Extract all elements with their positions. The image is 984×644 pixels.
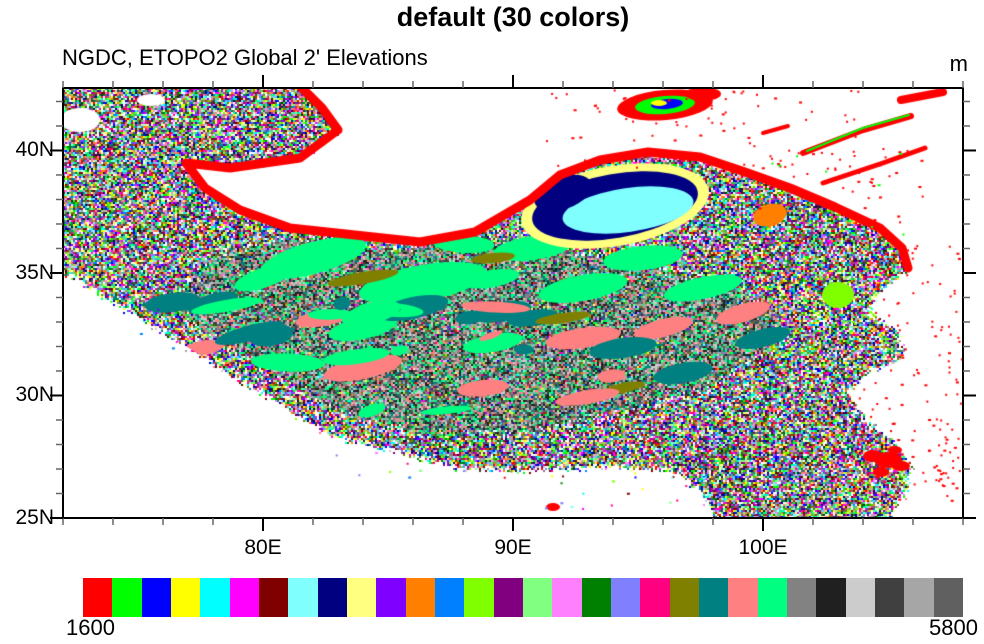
colorbar-swatch: [640, 578, 670, 617]
colorbar-swatch: [786, 578, 817, 617]
colorbar-swatch: [816, 578, 846, 617]
colorbar-swatch: [346, 578, 377, 617]
colorbar-swatch: [698, 578, 729, 617]
lat-tick-label: 35N: [15, 260, 54, 284]
colorbar-swatch: [904, 578, 934, 617]
lat-tick-label: 25N: [15, 506, 54, 529]
colorbar-swatch: [610, 578, 641, 617]
elevation-map-canvas: [63, 88, 963, 518]
colorbar-swatch: [845, 578, 875, 617]
colorbar-swatch: [552, 578, 582, 617]
colorbar-swatch: [405, 578, 435, 617]
colorbar-swatch: [728, 578, 758, 617]
colorbar-swatch: [933, 578, 963, 617]
colorbar-swatch: [522, 578, 553, 617]
colorbar-min-label: 1600: [66, 615, 115, 640]
colorbar-swatch: [464, 578, 494, 617]
lat-tick-label: 30N: [15, 383, 54, 407]
plot-title: default (30 colors): [396, 2, 630, 32]
colorbar-swatch: [317, 578, 347, 617]
colorbar-swatch: [669, 578, 699, 617]
colorbar-swatch: [112, 578, 142, 617]
lat-tick-label: 40N: [15, 138, 54, 162]
colorbar-swatch: [170, 578, 201, 617]
colorbar: [83, 578, 963, 617]
colorbar-swatch: [493, 578, 523, 617]
colorbar-swatch: [258, 578, 289, 617]
colorbar-swatch: [200, 578, 230, 617]
colorbar-swatch: [874, 578, 905, 617]
unit-label: m: [949, 51, 968, 76]
lon-tick-label: 80E: [244, 536, 282, 559]
colorbar-swatch: [434, 578, 465, 617]
colorbar-swatch: [83, 578, 113, 617]
colorbar-swatch: [229, 578, 259, 617]
colorbar-swatch: [288, 578, 318, 617]
colorbar-swatch: [757, 578, 787, 617]
plot-subtitle: NGDC, ETOPO2 Global 2' Elevations: [62, 45, 428, 70]
lon-tick-label: 90E: [494, 536, 532, 559]
colorbar-swatch: [581, 578, 611, 617]
colorbar-swatch: [376, 578, 406, 617]
colorbar-max-label: 5800: [929, 615, 978, 640]
colorbar-swatch: [141, 578, 171, 617]
lon-tick-label: 100E: [738, 536, 788, 559]
